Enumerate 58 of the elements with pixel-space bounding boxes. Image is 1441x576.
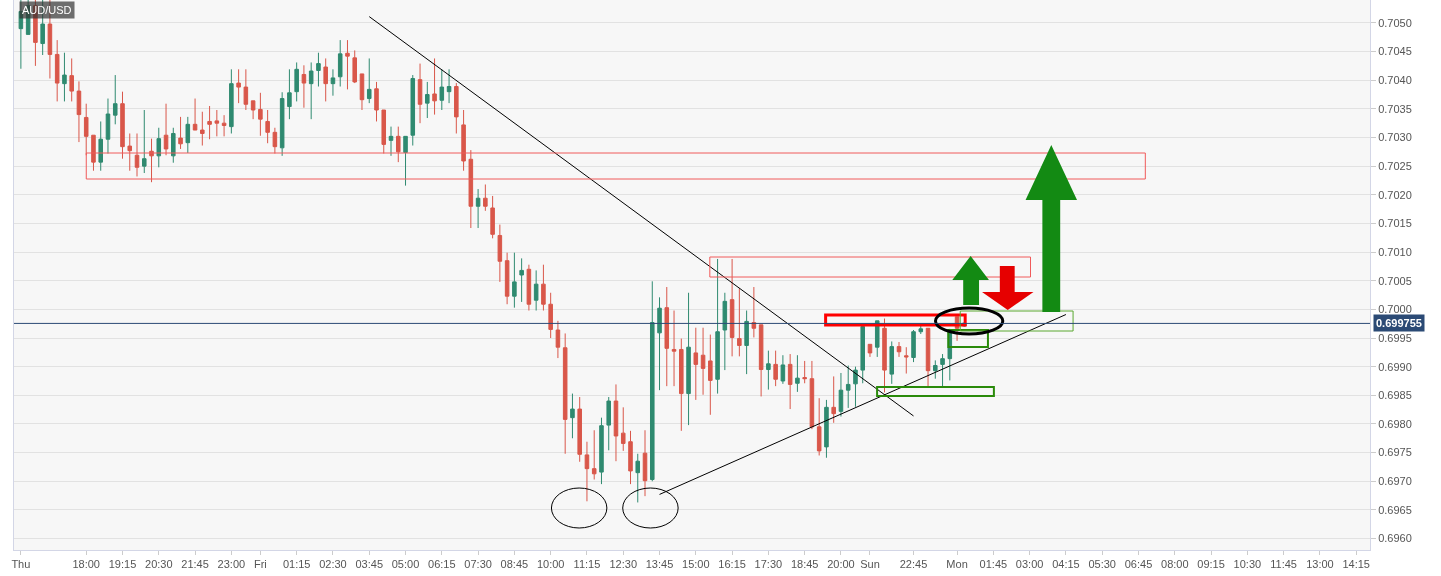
x-tick-label: 17:30 <box>754 558 783 571</box>
x-tick-label: 05:00 <box>391 558 420 571</box>
x-tick-label: 08:45 <box>500 558 529 571</box>
y-tick-label: 0.7000 <box>1378 303 1412 316</box>
x-tick-label: 11:45 <box>1270 558 1297 571</box>
y-tick-label: 0.7030 <box>1378 131 1412 144</box>
x-tick-label: 19:15 <box>108 558 137 571</box>
y-tick-label: 0.7035 <box>1378 102 1412 115</box>
x-tick-label: 13:00 <box>1306 558 1334 571</box>
y-tick-label: 0.7045 <box>1378 45 1412 58</box>
x-tick-label: 16:15 <box>718 558 746 571</box>
x-tick-label: Fri <box>253 558 267 571</box>
x-tick-label: 13:45 <box>645 558 674 571</box>
x-tick-label: 05:30 <box>1088 558 1116 571</box>
x-tick-label: 04:15 <box>1052 558 1080 571</box>
x-tick-label: Mon <box>946 558 968 571</box>
x-tick-label: 23:00 <box>217 558 246 571</box>
y-tick-label: 0.7040 <box>1378 74 1412 87</box>
y-tick-label: 0.6990 <box>1378 360 1412 373</box>
x-tick-label: 07:30 <box>464 558 492 571</box>
y-tick-label: 0.7010 <box>1378 245 1412 258</box>
chart-title: AUD/USD <box>22 4 72 16</box>
y-tick-label: 0.6970 <box>1378 475 1412 488</box>
x-tick-label: 10:00 <box>536 558 565 571</box>
x-tick-label: 01:15 <box>282 558 311 571</box>
x-tick-label: 06:15 <box>428 558 456 571</box>
x-tick-label: 02:30 <box>319 558 347 571</box>
x-tick-label: Sun <box>860 558 880 571</box>
x-tick-label: 20:00 <box>827 558 855 571</box>
y-tick-label: 0.6995 <box>1378 331 1412 344</box>
x-tick-label: 11:15 <box>573 558 601 571</box>
x-tick-label: 08:00 <box>1161 558 1189 571</box>
x-tick-label: 18:45 <box>790 558 819 571</box>
x-tick-label: 03:45 <box>355 558 384 571</box>
x-tick-label: 18:00 <box>72 558 100 571</box>
ref-line-label: 0.699755 <box>1376 317 1422 329</box>
x-tick-label: 15:00 <box>682 558 710 571</box>
x-tick-label: 01:45 <box>979 558 1008 571</box>
x-tick-label: 06:45 <box>1124 558 1153 571</box>
x-tick-label: 20:30 <box>145 558 173 571</box>
y-tick-label: 0.6975 <box>1378 446 1412 459</box>
y-tick-label: 0.7020 <box>1378 188 1412 201</box>
y-tick-label: 0.6965 <box>1378 503 1412 516</box>
y-tick-label: 0.6960 <box>1378 532 1412 545</box>
x-tick-label: Thu <box>11 558 31 571</box>
x-tick-label: 21:45 <box>181 558 209 571</box>
x-tick-label: 09:15 <box>1197 558 1225 571</box>
y-tick-label: 0.6980 <box>1378 417 1412 430</box>
y-tick-label: 0.7050 <box>1378 16 1412 29</box>
y-tick-label: 0.7005 <box>1378 274 1412 287</box>
y-tick-label: 0.7015 <box>1378 217 1412 230</box>
y-tick-label: 0.6985 <box>1378 389 1412 402</box>
x-tick-label: 12:30 <box>609 558 638 571</box>
x-tick-label: 22:45 <box>899 558 928 571</box>
x-tick-label: 14:15 <box>1342 558 1370 571</box>
y-tick-label: 0.7025 <box>1378 160 1412 172</box>
x-tick-label: 10:30 <box>1233 558 1262 571</box>
x-tick-label: 03:00 <box>1015 558 1044 571</box>
